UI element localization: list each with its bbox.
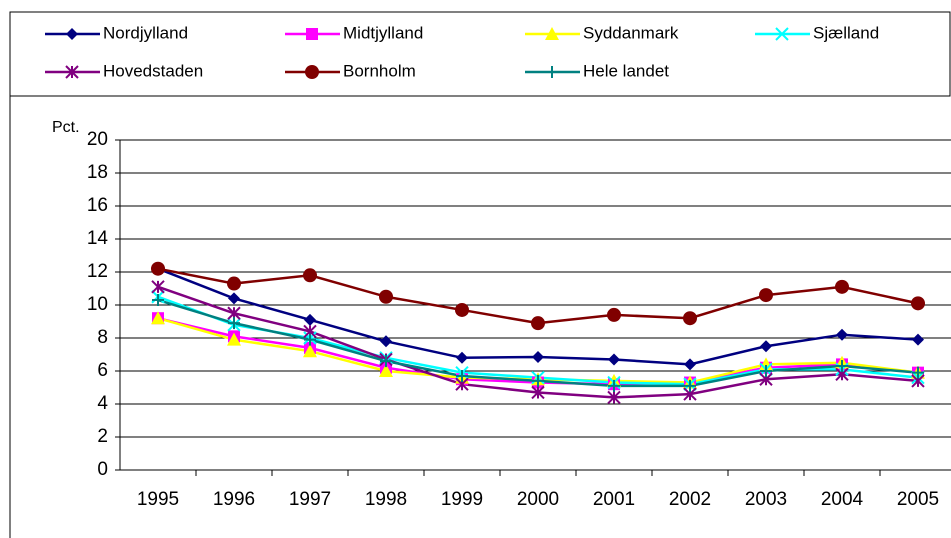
x-tick-label: 2002 (669, 489, 711, 510)
marker (152, 294, 164, 307)
marker (911, 296, 925, 311)
x-tick-label: 1997 (289, 489, 331, 510)
marker (759, 288, 773, 303)
y-tick-label: 6 (97, 360, 108, 381)
marker (66, 28, 78, 40)
marker (532, 374, 544, 387)
legend-label: Midtjylland (343, 23, 423, 42)
marker (304, 313, 316, 326)
marker (836, 360, 848, 373)
legend-label: Nordjylland (103, 23, 188, 42)
marker (306, 28, 318, 40)
y-tick-label: 4 (97, 393, 108, 414)
marker (836, 328, 848, 341)
marker (303, 268, 317, 283)
marker (456, 351, 468, 364)
y-axis-label: Pct. (52, 119, 80, 136)
marker (228, 317, 240, 330)
y-tick-label: 8 (97, 327, 108, 348)
marker (607, 307, 621, 322)
marker (227, 332, 241, 346)
legend-label: Hele landet (583, 61, 669, 80)
marker (380, 335, 392, 348)
marker (151, 261, 165, 276)
x-tick-label: 1998 (365, 489, 407, 510)
y-tick-label: 18 (87, 162, 108, 183)
marker (546, 66, 558, 78)
y-tick-label: 14 (87, 228, 109, 249)
legend-label: Sjælland (813, 23, 879, 42)
y-tick-label: 0 (97, 459, 108, 480)
marker (305, 65, 319, 79)
marker (912, 366, 924, 379)
marker (608, 379, 620, 392)
marker (683, 311, 697, 326)
y-tick-label: 20 (87, 129, 108, 150)
marker (684, 379, 696, 392)
marker (304, 333, 316, 346)
marker (379, 289, 393, 304)
marker (151, 311, 165, 325)
legend-label: Bornholm (343, 61, 416, 80)
marker (531, 316, 545, 331)
legend-box (9, 11, 951, 97)
x-tick-label: 2000 (517, 489, 559, 510)
marker (835, 279, 849, 294)
y-tick-label: 12 (87, 261, 108, 282)
marker (532, 350, 544, 363)
marker (607, 390, 621, 405)
marker (775, 27, 789, 41)
marker (227, 276, 241, 291)
marker (684, 358, 696, 371)
marker (303, 344, 317, 358)
legend-label: Syddanmark (583, 23, 679, 42)
y-tick-label: 2 (97, 426, 108, 447)
x-tick-label: 1995 (137, 489, 179, 510)
legend-label: Hovedstaden (103, 61, 203, 80)
marker (531, 385, 545, 400)
x-tick-label: 2004 (821, 489, 864, 510)
marker (65, 65, 79, 79)
marker (760, 365, 772, 377)
x-tick-label: 2001 (593, 489, 635, 510)
marker (455, 302, 469, 317)
marker (380, 355, 392, 368)
marker (912, 333, 924, 346)
marker (608, 353, 620, 366)
x-tick-label: 1999 (441, 489, 483, 510)
x-tick-label: 1996 (213, 489, 255, 510)
marker (379, 364, 393, 377)
marker (151, 280, 165, 294)
y-tick-label: 10 (87, 294, 108, 315)
x-tick-label: 2005 (897, 489, 939, 510)
marker (456, 369, 468, 382)
marker (545, 27, 559, 40)
marker (760, 340, 772, 353)
series-line (157, 267, 919, 325)
x-tick-label: 2003 (745, 489, 787, 510)
y-tick-label: 16 (87, 195, 108, 216)
marker (228, 292, 240, 305)
